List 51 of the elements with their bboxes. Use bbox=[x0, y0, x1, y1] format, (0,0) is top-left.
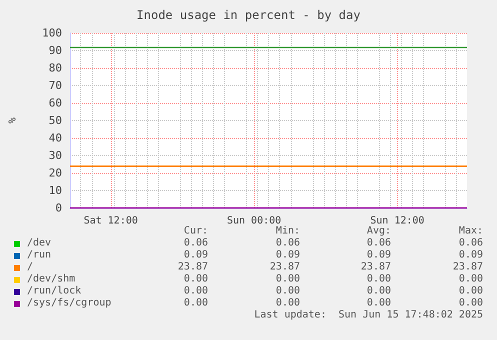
legend-label: /run/lock bbox=[27, 286, 82, 296]
text: Min: bbox=[276, 226, 300, 236]
text: Cur: bbox=[184, 226, 208, 236]
y-tick-label: 80 bbox=[48, 62, 62, 74]
text: 0.00 bbox=[458, 274, 484, 284]
legend-label: /sys/fs/cgroup bbox=[27, 298, 112, 308]
x-tick-label: Sat 12:00 bbox=[84, 216, 138, 226]
legend-label: / bbox=[27, 262, 34, 272]
text: 0.00 bbox=[184, 286, 208, 296]
text: Last update: Sun Jun 15 17:48:02 2025 bbox=[254, 310, 483, 320]
y-tick-label: 40 bbox=[48, 132, 62, 144]
text: 0.09 bbox=[276, 250, 300, 260]
text: Max: bbox=[458, 226, 484, 236]
text: 0.00 bbox=[458, 286, 484, 296]
y-tick-label: 50 bbox=[48, 114, 62, 127]
text: 23.87 bbox=[178, 262, 208, 272]
text: 0.00 bbox=[184, 274, 208, 284]
y-axis-title: % bbox=[8, 117, 18, 124]
text: 0.09 bbox=[184, 250, 208, 260]
text: 0.09 bbox=[366, 250, 392, 260]
text: 0.06 bbox=[458, 238, 484, 248]
y-tick-label: 100 bbox=[42, 26, 62, 40]
y-tick-label: 10 bbox=[48, 184, 62, 197]
legend-label: /dev/shm bbox=[27, 274, 76, 284]
y-tick-label: 0 bbox=[55, 202, 62, 214]
text: Avg: bbox=[366, 226, 392, 236]
text: 0.00 bbox=[366, 298, 392, 308]
chart-title: Inode usage in percent - by day bbox=[136, 8, 360, 22]
text: 0.00 bbox=[458, 298, 484, 308]
text: 0.00 bbox=[276, 274, 300, 284]
text: 0.09 bbox=[458, 250, 484, 260]
x-tick-label: Sun 12:00 bbox=[370, 216, 424, 226]
legend-label: /dev bbox=[27, 238, 52, 248]
y-tick-label: 70 bbox=[48, 79, 62, 92]
text: 0.00 bbox=[366, 286, 392, 296]
text: 23.87 bbox=[360, 262, 392, 272]
text: 0.06 bbox=[276, 238, 300, 248]
text: 0.00 bbox=[276, 286, 300, 296]
text: 0.00 bbox=[184, 298, 208, 308]
text: 0.06 bbox=[366, 238, 392, 248]
text: 0.00 bbox=[366, 274, 392, 284]
y-tick-label: 60 bbox=[48, 96, 62, 110]
y-tick-label: 20 bbox=[48, 166, 62, 180]
text: 0.00 bbox=[276, 298, 300, 308]
text: 0.06 bbox=[184, 238, 208, 248]
text: 23.87 bbox=[452, 262, 484, 272]
y-tick-label: 90 bbox=[48, 44, 62, 57]
x-tick-label: Sun 00:00 bbox=[226, 216, 282, 226]
text: 23.87 bbox=[270, 262, 300, 272]
y-tick-label: 30 bbox=[48, 149, 62, 162]
legend-label: /run bbox=[27, 250, 52, 260]
